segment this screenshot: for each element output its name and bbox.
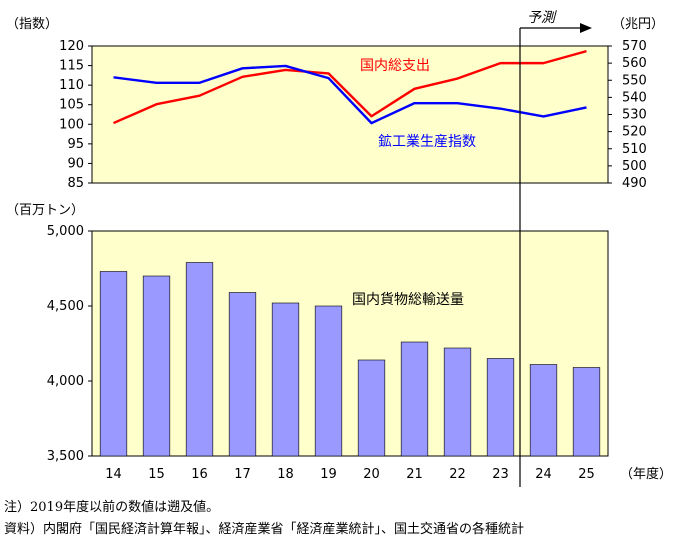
- x-axis-tick-label: 14: [105, 467, 122, 482]
- left-axis-tick-label: 90: [67, 156, 84, 171]
- left-axis-tick-label: 100: [59, 117, 84, 132]
- freight-bar: [400, 341, 429, 457]
- freight-bar: [142, 275, 171, 457]
- x-axis-tick-label: 25: [578, 467, 595, 482]
- bar-axis-tick-label: 3,500: [47, 449, 84, 464]
- freight-bar: [357, 359, 386, 457]
- freight-bar: [185, 262, 214, 457]
- series-label-iip: 鉱工業生産指数: [378, 133, 476, 150]
- source-text: 資料）内閣府「国民経済計算年報」、経済産業省「経済産業統計」、国土交通省の各種統…: [4, 522, 525, 537]
- left-axis-tick-label: 115: [59, 59, 84, 74]
- right-axis-tick-label: 490: [622, 176, 647, 191]
- right-axis-tick-label: 540: [622, 90, 647, 105]
- right-axis-tick-label: 550: [622, 73, 647, 88]
- x-axis-tick-label: 24: [535, 467, 552, 482]
- x-axis-tick-label: 23: [492, 467, 509, 482]
- bottom-panel-background: [91, 230, 609, 457]
- freight-bar: [271, 302, 300, 457]
- left-axis-label: （指数）: [6, 17, 58, 32]
- x-axis-tick-label: 19: [320, 467, 337, 482]
- note-text: 注）2019年度以前の数値は遡及値。: [4, 500, 220, 515]
- bar-axis-tick-label: 5,000: [47, 224, 84, 239]
- bar-axis-tick-label: 4,500: [47, 299, 84, 314]
- right-axis-tick-label: 500: [622, 159, 647, 174]
- left-axis-tick-label: 120: [59, 39, 84, 54]
- right-axis-tick-label: 520: [622, 125, 647, 140]
- right-axis-tick-label: 510: [622, 142, 647, 157]
- x-axis-unit-label: （年度）: [620, 466, 672, 482]
- freight-bar: [572, 367, 601, 457]
- top-panel-background: [91, 45, 609, 184]
- freight-bar: [529, 364, 558, 457]
- right-axis-tick-label: 530: [622, 108, 647, 123]
- bottom-axes: 3,500 4,000 4,500 5,000 14 15 16 17 18 19 20 21 22 23…: [47, 224, 595, 482]
- left-axis-tick-label: 105: [59, 98, 84, 113]
- x-axis-tick-label: 16: [191, 467, 208, 482]
- right-axis-tick-label: 570: [622, 39, 647, 54]
- forecast-label: 予測: [527, 10, 557, 26]
- right-axis-label: （兆円）: [612, 17, 664, 32]
- bar-series: [99, 262, 601, 457]
- right-axis-tick-label: 560: [622, 56, 647, 71]
- iip-line: [113, 64, 587, 125]
- x-axis-tick-label: 22: [449, 467, 466, 482]
- bar-axis-tick-label: 4,000: [47, 374, 84, 389]
- x-axis-tick-label: 18: [277, 467, 294, 482]
- freight-bar: [486, 358, 515, 457]
- x-axis-tick-label: 20: [363, 467, 380, 482]
- line-series: [113, 49, 587, 125]
- freight-bar: [228, 292, 257, 457]
- forecast-marker: 予測: [519, 10, 592, 487]
- left-axis-tick-label: 95: [67, 137, 84, 152]
- freight-bar: [314, 305, 343, 457]
- left-axis-tick-label: 110: [59, 78, 84, 93]
- x-axis-tick-label: 17: [234, 467, 251, 482]
- gdp-line: [113, 49, 587, 125]
- top-axes: 85 90 95 100 105 110 115 120 490 500 510 520 530 540 5…: [59, 39, 647, 191]
- series-label-gdp: 国内総支出: [360, 58, 430, 74]
- series-label-freight: 国内貨物総輸送量: [352, 291, 464, 308]
- chart-figure: 85 90 95 100 105 110 115 120 490 500 510 520 530 540 5…: [6, 10, 672, 487]
- forecast-arrow-icon: [580, 23, 592, 33]
- freight-bar: [443, 347, 472, 457]
- bar-axis-label: （百万トン）: [6, 203, 84, 218]
- x-axis-tick-label: 15: [148, 467, 165, 482]
- x-axis-tick-label: 21: [406, 467, 423, 482]
- left-axis-tick-label: 85: [67, 176, 84, 191]
- freight-bar: [99, 271, 128, 457]
